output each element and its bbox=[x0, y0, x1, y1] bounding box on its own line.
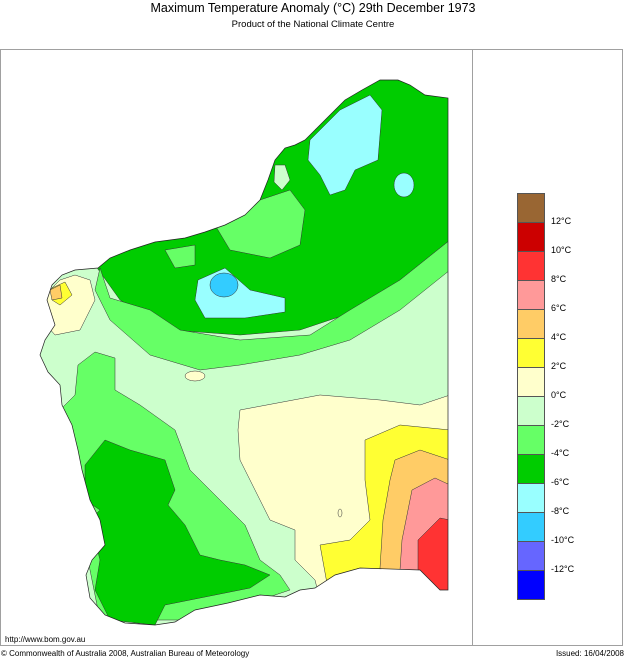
legend-label: -2°C bbox=[551, 419, 570, 429]
copyright-notice: © Commonwealth of Australia 2008, Austra… bbox=[1, 649, 250, 658]
legend-swatch bbox=[517, 367, 545, 396]
legend-label: 6°C bbox=[551, 303, 567, 313]
legend-label: -8°C bbox=[551, 506, 570, 516]
legend-swatch bbox=[517, 222, 545, 251]
legend-swatch bbox=[517, 396, 545, 425]
legend-swatch bbox=[517, 251, 545, 280]
map-subtitle: Product of the National Climate Centre bbox=[231, 19, 395, 30]
legend-label: -4°C bbox=[551, 448, 570, 458]
legend-swatch bbox=[517, 483, 545, 512]
legend-swatch bbox=[517, 309, 545, 338]
legend-label: 10°C bbox=[551, 245, 572, 255]
legend-label: -6°C bbox=[551, 477, 570, 487]
source-url: http://www.bom.gov.au bbox=[5, 635, 86, 644]
legend-label: 12°C bbox=[551, 216, 572, 226]
map-frame bbox=[0, 49, 623, 646]
legend-label: 0°C bbox=[551, 390, 567, 400]
color-legend bbox=[517, 193, 545, 600]
legend-label: 8°C bbox=[551, 274, 567, 284]
temperature-anomaly-map bbox=[39, 79, 449, 626]
legend-label: -12°C bbox=[551, 564, 575, 574]
legend-swatch bbox=[517, 512, 545, 541]
legend-swatch bbox=[517, 425, 545, 454]
legend-swatch bbox=[517, 454, 545, 483]
map-title: Maximum Temperature Anomaly (°C) 29th De… bbox=[150, 1, 476, 15]
legend-swatch bbox=[517, 193, 545, 222]
legend-swatch bbox=[517, 280, 545, 309]
legend-swatch bbox=[517, 570, 545, 600]
legend-label: 4°C bbox=[551, 332, 567, 342]
legend-label: -10°C bbox=[551, 535, 575, 545]
issued-date: Issued: 16/04/2008 bbox=[555, 649, 624, 658]
legend-divider bbox=[472, 49, 473, 646]
legend-label: 2°C bbox=[551, 361, 567, 371]
legend-swatch bbox=[517, 338, 545, 367]
legend-swatch bbox=[517, 541, 545, 570]
